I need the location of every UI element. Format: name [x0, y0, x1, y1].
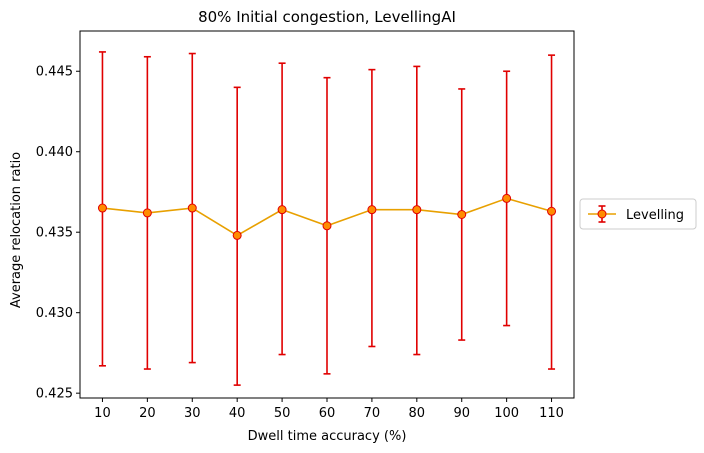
chart-title: 80% Initial congestion, LevellingAI	[198, 8, 456, 26]
y-axis: 0.425 0.430 0.435 0.440 0.445	[36, 65, 80, 402]
data-point	[277, 205, 287, 215]
x-axis: 10 20 30 40 50 60 70 80 90 100 110	[94, 398, 564, 421]
data-point	[367, 205, 377, 215]
x-tick-label: 20	[139, 406, 156, 421]
legend-marker	[588, 205, 616, 223]
x-tick-label: 50	[274, 406, 291, 421]
x-tick-label: 80	[409, 406, 426, 421]
data-point	[232, 230, 242, 240]
legend-box	[579, 198, 697, 230]
x-axis-label: Dwell time accuracy (%)	[248, 429, 407, 444]
data-point	[142, 208, 152, 218]
x-tick-label: 110	[539, 406, 564, 421]
y-tick-label: 0.435	[36, 226, 73, 241]
data-point	[322, 221, 332, 231]
x-tick-label: 10	[94, 406, 111, 421]
series-layer	[97, 51, 557, 386]
y-tick-label: 0.425	[36, 387, 73, 402]
data-point	[457, 210, 467, 219]
x-tick-label: 30	[184, 406, 201, 421]
x-tick-label: 90	[453, 406, 470, 421]
y-tick-label: 0.430	[36, 306, 73, 321]
x-tick-label: 70	[364, 406, 381, 421]
data-point	[97, 203, 107, 213]
x-tick-label: 40	[229, 406, 246, 421]
legend-label-levelling: Levelling	[626, 208, 684, 223]
y-tick-label: 0.445	[36, 65, 73, 80]
data-point	[412, 205, 422, 215]
y-axis-label: Average relocation ratio	[9, 152, 24, 308]
data-point	[187, 203, 197, 213]
x-tick-label: 60	[319, 406, 336, 421]
legend: Levelling	[579, 198, 697, 230]
legend-marker-dot	[597, 209, 607, 219]
data-point	[502, 193, 512, 203]
x-tick-label: 100	[494, 406, 519, 421]
data-point	[547, 206, 557, 216]
y-tick-label: 0.440	[36, 145, 73, 160]
